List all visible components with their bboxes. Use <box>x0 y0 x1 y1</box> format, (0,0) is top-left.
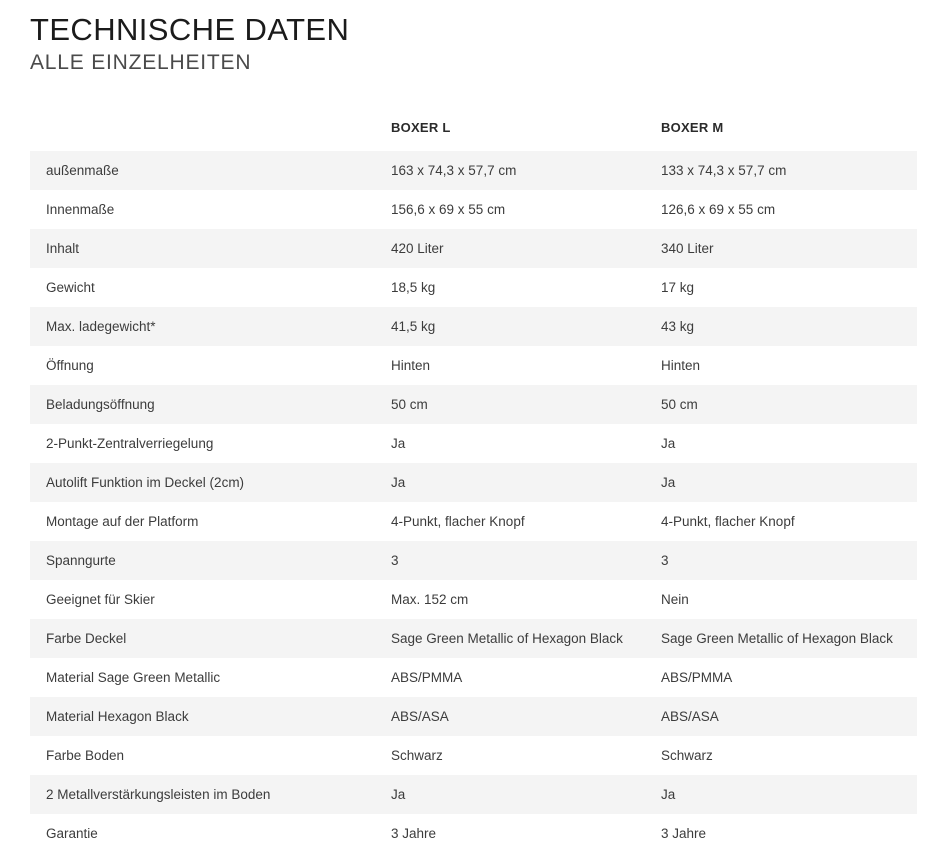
spec-value-boxer-l: 41,5 kg <box>391 307 661 346</box>
spec-label-cell: Farbe Boden <box>30 736 391 775</box>
spec-value-boxer-l: 3 <box>391 541 661 580</box>
spec-label-cell: Material Sage Green Metallic <box>30 658 391 697</box>
spec-value-boxer-l: Ja <box>391 424 661 463</box>
page-title: TECHNISCHE DATEN <box>30 12 350 47</box>
spec-value-boxer-m: 43 kg <box>661 307 917 346</box>
spec-value-boxer-m: ABS/ASA <box>661 697 917 736</box>
table-row: Öffnung Hinten Hinten <box>30 346 917 385</box>
spec-label-cell: Innenmaße <box>30 190 391 229</box>
spec-value-boxer-m: 50 cm <box>661 385 917 424</box>
table-row: Farbe Deckel Sage Green Metallic of Hexag… <box>30 619 917 658</box>
spec-value-boxer-m: Hinten <box>661 346 917 385</box>
table-row: 2 Metallverstärkungsleisten im Boden Ja Ja <box>30 775 917 814</box>
table-row: Material Hexagon Black ABS/ASA ABS/ASA <box>30 697 917 736</box>
table-row: Material Sage Green Metallic ABS/PMMA ABS/… <box>30 658 917 697</box>
table-row: Garantie 3 Jahre 3 Jahre <box>30 814 917 853</box>
table-header-row: BOXER L BOXER M <box>30 120 917 151</box>
page-subtitle: ALLE EINZELHEITEN <box>30 51 252 74</box>
spec-value-boxer-m: Sage Green Metallic of Hexagon Black <box>661 619 917 658</box>
spec-label-cell: 2 Metallverstärkungsleisten im Boden <box>30 775 391 814</box>
spec-label-cell: Inhalt <box>30 229 391 268</box>
spec-label-cell: Beladungsöffnung <box>30 385 391 424</box>
spec-value-boxer-m: 3 <box>661 541 917 580</box>
spec-value-boxer-l: Max. 152 cm <box>391 580 661 619</box>
table-row: Max. ladegewicht* 41,5 kg 43 kg <box>30 307 917 346</box>
spec-label-cell: Spanngurte <box>30 541 391 580</box>
spec-value-boxer-l: 163 x 74,3 x 57,7 cm <box>391 151 661 190</box>
column-header-spec <box>30 120 391 151</box>
spec-label-cell: Max. ladegewicht* <box>30 307 391 346</box>
spec-value-boxer-l: 156,6 x 69 x 55 cm <box>391 190 661 229</box>
spec-value-boxer-m: 17 kg <box>661 268 917 307</box>
spec-value-boxer-m: Schwarz <box>661 736 917 775</box>
table-row: Inhalt 420 Liter 340 Liter <box>30 229 917 268</box>
spec-label-cell: Garantie <box>30 814 391 853</box>
spec-label-cell: 2-Punkt-Zentralverriegelung <box>30 424 391 463</box>
spec-value-boxer-l: ABS/PMMA <box>391 658 661 697</box>
spec-value-boxer-l: 4-Punkt, flacher Knopf <box>391 502 661 541</box>
column-header-boxer-m: BOXER M <box>661 120 724 135</box>
spec-value-boxer-l: Schwarz <box>391 736 661 775</box>
spec-value-boxer-m: 133 x 74,3 x 57,7 cm <box>661 151 917 190</box>
spec-label-cell: Geeignet für Skier <box>30 580 391 619</box>
table-row: Farbe Boden Schwarz Schwarz <box>30 736 917 775</box>
spec-value-boxer-l: 18,5 kg <box>391 268 661 307</box>
spec-label-cell: Öffnung <box>30 346 391 385</box>
spec-label-cell: Autolift Funktion im Deckel (2cm) <box>30 463 391 502</box>
table-row: Gewicht 18,5 kg 17 kg <box>30 268 917 307</box>
spec-label-cell: außenmaße <box>30 151 391 190</box>
table-row: Montage auf der Platform 4-Punkt, flacher… <box>30 502 917 541</box>
table-row: außenmaße 163 x 74,3 x 57,7 cm 133 x 74,3 … <box>30 151 917 190</box>
spec-value-boxer-l: Ja <box>391 463 661 502</box>
spec-value-boxer-l: 3 Jahre <box>391 814 661 853</box>
spec-label-cell: Material Hexagon Black <box>30 697 391 736</box>
spec-value-boxer-m: Ja <box>661 775 917 814</box>
spec-label-cell: Montage auf der Platform <box>30 502 391 541</box>
page-heading: TECHNISCHE DATEN ALLE EINZELHEITEN <box>0 0 939 76</box>
spec-value-boxer-m: Ja <box>661 424 917 463</box>
spec-value-boxer-m: 3 Jahre <box>661 814 917 853</box>
column-header-boxer-l: BOXER L <box>391 120 451 135</box>
table-row: Innenmaße 156,6 x 69 x 55 cm 126,6 x 69 x … <box>30 190 917 229</box>
spec-value-boxer-l: 50 cm <box>391 385 661 424</box>
spec-value-boxer-m: Ja <box>661 463 917 502</box>
table-row: Geeignet für Skier Max. 152 cm Nein <box>30 580 917 619</box>
spec-value-boxer-l: Hinten <box>391 346 661 385</box>
spec-value-boxer-l: Ja <box>391 775 661 814</box>
spec-value-boxer-m: 126,6 x 69 x 55 cm <box>661 190 917 229</box>
table-row: Autolift Funktion im Deckel (2cm) Ja Ja <box>30 463 917 502</box>
spec-value-boxer-l: ABS/ASA <box>391 697 661 736</box>
spec-value-boxer-m: 4-Punkt, flacher Knopf <box>661 502 917 541</box>
spec-value-boxer-m: Nein <box>661 580 917 619</box>
spec-value-boxer-l: 420 Liter <box>391 229 661 268</box>
technical-specs-table: BOXER L BOXER M außenmaße 163 x 74,3 x 57… <box>30 120 917 853</box>
spec-table-container: BOXER L BOXER M außenmaße 163 x 74,3 x 57… <box>0 120 939 853</box>
spec-value-boxer-l: Sage Green Metallic of Hexagon Black <box>391 619 661 658</box>
table-row: 2-Punkt-Zentralverriegelung Ja Ja <box>30 424 917 463</box>
spec-label-cell: Farbe Deckel <box>30 619 391 658</box>
table-header: BOXER L BOXER M <box>30 120 917 151</box>
spec-value-boxer-m: ABS/PMMA <box>661 658 917 697</box>
table-row: Beladungsöffnung 50 cm 50 cm <box>30 385 917 424</box>
table-row: Spanngurte 3 3 <box>30 541 917 580</box>
table-body: außenmaße 163 x 74,3 x 57,7 cm 133 x 74,3 … <box>30 151 917 853</box>
spec-label-cell: Gewicht <box>30 268 391 307</box>
spec-value-boxer-m: 340 Liter <box>661 229 917 268</box>
